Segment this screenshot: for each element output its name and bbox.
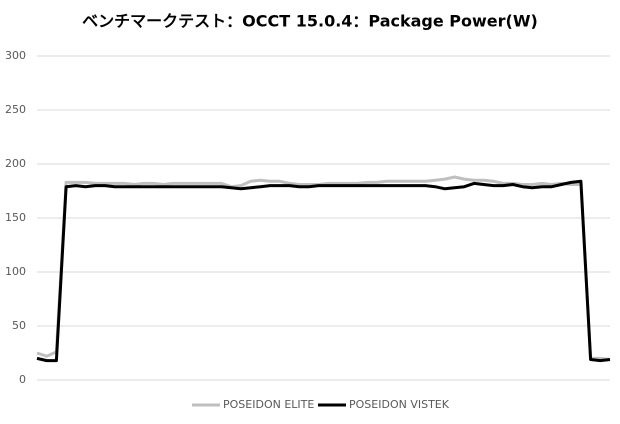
y-tick-label: 250: [5, 103, 26, 116]
y-tick-label: 50: [12, 319, 26, 332]
y-tick-label: 300: [5, 49, 26, 62]
y-tick-label: 150: [5, 211, 26, 224]
series-line: [36, 179, 611, 363]
series-line: [36, 175, 611, 361]
legend-label: POSEIDON VISTEK: [349, 398, 450, 411]
legend-label: POSEIDON ELITE: [223, 398, 314, 411]
chart-title: ベンチマークテスト：OCCT 15.0.4：Package Power(W): [82, 12, 538, 31]
y-tick-label: 0: [19, 373, 26, 386]
y-tick-label: 100: [5, 265, 26, 278]
y-tick-label: 200: [5, 157, 26, 170]
